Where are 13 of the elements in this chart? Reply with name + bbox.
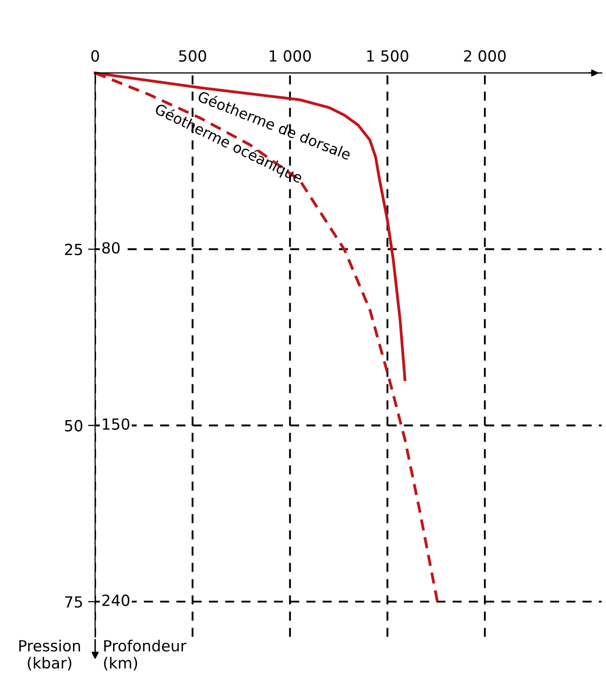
y-tick-label: 50 [65, 420, 82, 432]
text: Profondeur (km) [104, 640, 186, 670]
annotation: 150 [102, 418, 130, 430]
x-tick-label: 1 500 [367, 50, 408, 62]
y-tick-label: 75 [65, 596, 82, 608]
x-tick-label: 1 000 [270, 50, 311, 62]
x-tick-label: 500 [179, 50, 206, 62]
x-tick-label: 0 [91, 50, 99, 62]
x-tick-label: 2 000 [464, 50, 506, 62]
annotation: 240 [102, 594, 130, 606]
y-tick-label: 25 [65, 244, 82, 256]
annotation: 80 [102, 242, 120, 254]
y-axis-title: Pression (kbar) [19, 640, 80, 670]
